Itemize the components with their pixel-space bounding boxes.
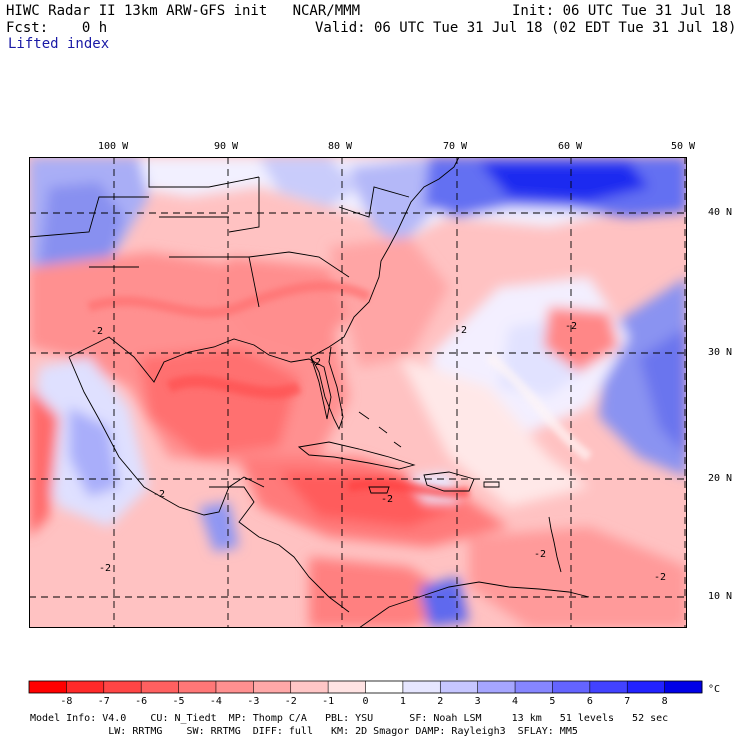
graticule — [29, 157, 687, 628]
colorbar-swatch — [141, 681, 180, 693]
colorbar-tick-label: 0 — [362, 696, 368, 705]
contour-label: -2 — [455, 325, 467, 336]
colorbar-tick-label: 7 — [624, 696, 630, 705]
lat-label-30n: 30 N — [708, 347, 733, 358]
colorbar-tick-label: 6 — [587, 696, 593, 705]
lon-label-70w: 70 W — [443, 141, 468, 152]
colorbar-tick-label: -6 — [135, 696, 147, 705]
colorbar-swatch — [215, 681, 254, 693]
colorbar-tick-label: 2 — [437, 696, 443, 705]
model-info-line2: LW: RRTMG SW: RRTMG DIFF: full KM: 2D Sm… — [30, 726, 578, 737]
colorbar-swatch — [29, 681, 67, 693]
colorbar-swatch — [290, 681, 329, 693]
colorbar-tick-label: 5 — [549, 696, 555, 705]
contour-label: -2 — [534, 549, 546, 560]
contour-label: -2 — [91, 326, 103, 337]
lon-label-80w: 80 W — [328, 141, 353, 152]
coastlines — [29, 157, 590, 628]
colorbar-tick-label: -5 — [173, 696, 185, 705]
colorbar-swatch — [365, 681, 404, 693]
map-frame — [29, 157, 687, 628]
lat-label-10n: 10 N — [708, 591, 733, 602]
colorbar-tick-label: 8 — [662, 696, 668, 705]
colorbar-swatch — [627, 681, 666, 693]
colorbar: -8 -7 -6 -5 -4 -3 -2 -1 0 1 2 3 4 5 6 7 8 °C — [28, 680, 720, 705]
lon-label-50w: 50 W — [671, 141, 696, 152]
lon-label-60w: 60 W — [558, 141, 583, 152]
lon-label-90w: 90 W — [214, 141, 239, 152]
contour-label: -2 — [309, 357, 321, 368]
lat-label-20n: 20 N — [708, 473, 733, 484]
colorbar-swatch — [664, 681, 703, 693]
colorbar-unit: °C — [708, 684, 720, 695]
contour-label: -2 — [565, 321, 577, 332]
colorbar-swatch — [253, 681, 292, 693]
contour-label: -2 — [153, 489, 165, 500]
colorbar-swatch — [589, 681, 628, 693]
colorbar-tick-label: -2 — [285, 696, 297, 705]
plot-title: HIWC Radar II 13km ARW-GFS init NCAR/MMM — [6, 3, 361, 19]
colorbar-tick-label: -1 — [322, 696, 334, 705]
contour-label: -2 — [99, 563, 111, 574]
colorbar-tick-label: 4 — [512, 696, 518, 705]
colorbar-tick-label: 3 — [475, 696, 481, 705]
colorbar-tick-label: -3 — [247, 696, 259, 705]
colorbar-swatch — [477, 681, 516, 693]
colorbar-tick-label: 1 — [400, 696, 406, 705]
model-info-line1: Model Info: V4.0 CU: N_Tiedt MP: Thomp C… — [30, 713, 669, 724]
lon-label-100w: 100 W — [98, 141, 129, 152]
colorbar-tick-label: -4 — [210, 696, 222, 705]
valid-time: Valid: 06 UTC Tue 31 Jul 18 (02 EDT Tue … — [315, 20, 737, 36]
colorbar-swatch — [103, 681, 142, 693]
colorbar-tick-label: -8 — [60, 696, 72, 705]
colorbar-swatch — [552, 681, 591, 693]
contour-label: -2 — [381, 494, 393, 505]
lat-label-40n: 40 N — [708, 207, 733, 218]
colorbar-swatch — [66, 681, 105, 693]
init-time: Init: 06 UTC Tue 31 Jul 18 — [512, 3, 732, 19]
field-texture — [87, 281, 593, 498]
forecast-hour: Fcst: 0 h — [6, 20, 108, 36]
colorbar-tick-label: -7 — [98, 696, 110, 705]
lifted-index-map: -2 -2 -2 -2 -2 -2 -2 -2 -2 — [29, 157, 687, 628]
colorbar-swatch — [328, 681, 366, 693]
contour-label: -2 — [654, 572, 666, 583]
colorbar-swatch — [440, 681, 479, 693]
field-name: Lifted index — [8, 36, 110, 52]
colorbar-swatch — [402, 681, 441, 693]
colorbar-swatch — [178, 681, 217, 693]
colorbar-swatch — [515, 681, 553, 693]
